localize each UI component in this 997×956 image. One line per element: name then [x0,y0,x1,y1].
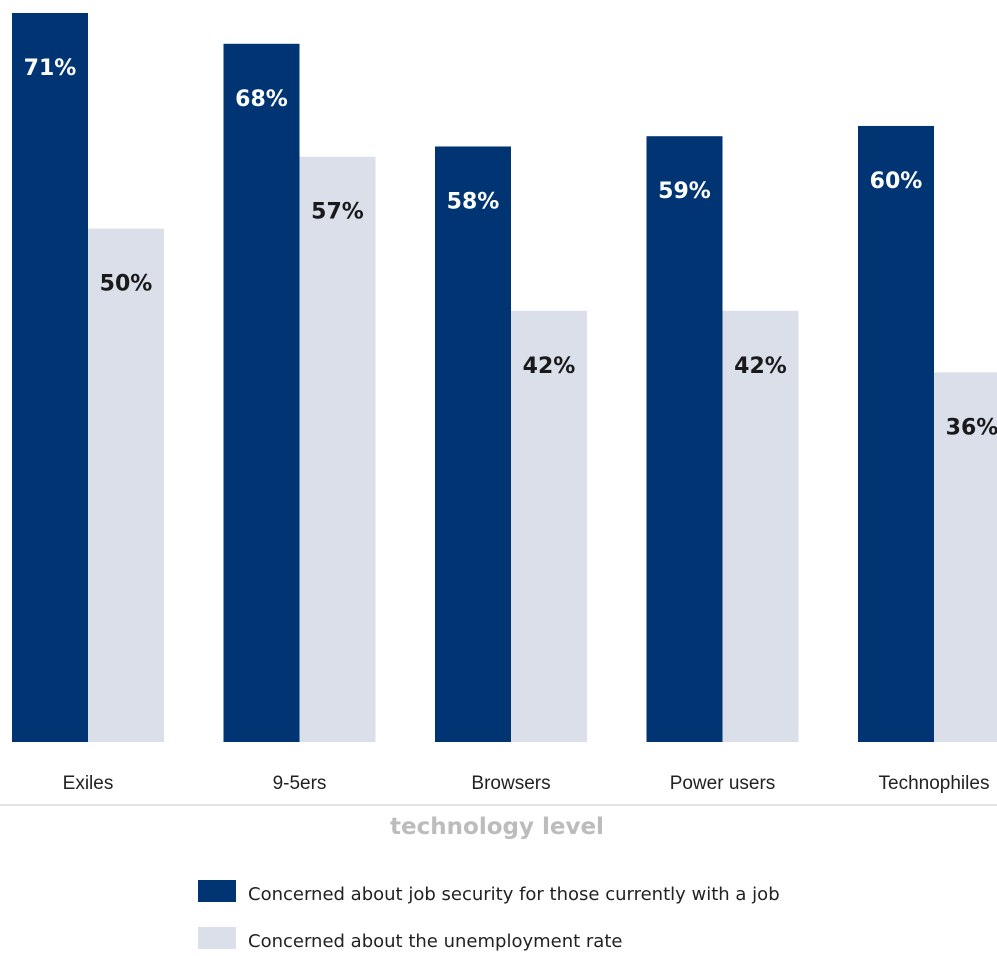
value-label: 36% [946,415,997,440]
value-label: 71% [24,56,77,81]
bar-2-9-5ers [299,156,376,743]
x-axis-label: technology level [390,814,604,840]
bar-2-browsers [511,310,587,742]
category-labels-group: Exiles 9-5ers Browsers Power users Technophi… [63,773,990,794]
value-label: 57% [311,200,364,225]
value-labels-group: 71% 50% 68% 57% 58% 42% 59% 42% 60% 36% [24,56,997,440]
category-label: Browsers [471,773,550,794]
legend-swatch-series-1 [198,880,236,902]
bar-2-exiles [88,228,164,742]
bar-2-power-users [722,310,799,742]
category-label: Technophiles [879,773,990,794]
value-label: 60% [870,169,923,194]
bar-1-exiles [12,13,88,742]
value-label: 42% [523,354,576,379]
bar-2-technophiles [934,372,997,742]
value-label: 58% [447,189,500,214]
bars-group [12,13,997,743]
category-label: Power users [670,773,776,794]
legend-label-series-1: Concerned about job security for those c… [248,884,780,905]
value-label: 50% [100,272,153,297]
category-label: Exiles [63,773,114,794]
bar-1-9-5ers [223,43,300,743]
bar-1-technophiles [858,125,934,742]
value-label: 42% [734,354,787,379]
legend: Concerned about job security for those c… [198,880,780,952]
value-label: 68% [235,87,288,112]
category-label: 9-5ers [273,773,327,794]
value-label: 59% [658,179,711,204]
legend-label-series-2: Concerned about the unemployment rate [248,931,622,952]
bar-1-browsers [435,146,511,742]
bar-1-power-users [646,136,723,742]
legend-swatch-series-2 [198,927,236,949]
